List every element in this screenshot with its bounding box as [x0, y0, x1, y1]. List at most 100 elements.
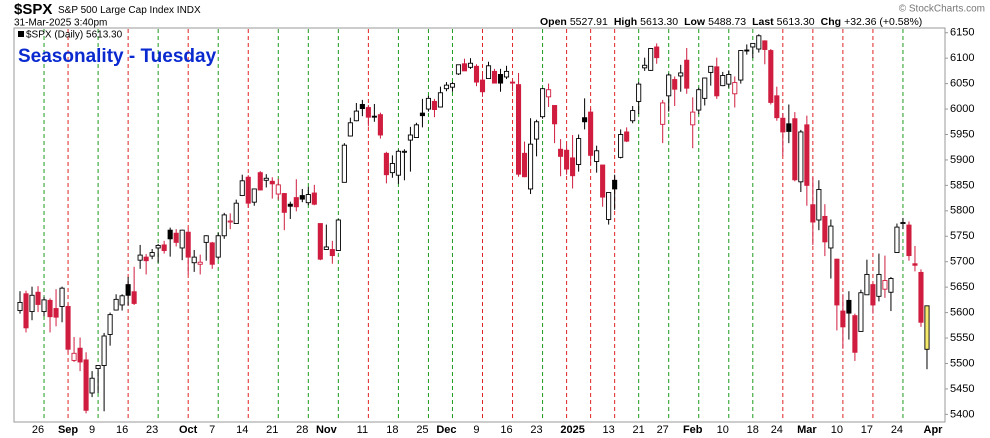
x-tick-label: Mar [797, 424, 817, 436]
candle-body [233, 202, 239, 224]
candle-body [299, 195, 305, 200]
x-tick-label: Sep [58, 424, 78, 436]
x-tick-label: 21 [633, 424, 645, 436]
x-tick-label: 2025 [560, 424, 584, 436]
x-tick-label: 24 [771, 424, 783, 436]
quote-value: 5613.30 [640, 16, 678, 28]
candle-body [870, 284, 876, 306]
candle-body [137, 254, 143, 261]
candle-body [509, 81, 516, 84]
candle-body [485, 65, 492, 79]
candle-body [630, 110, 636, 122]
legend: $SPX (Daily) 5613.30 [26, 30, 123, 41]
quote-label: High [614, 16, 637, 28]
quote: Open 5527.91 High 5613.30 Low 5488.73 Last 5613… [540, 16, 922, 28]
candle-body [215, 235, 221, 258]
candle-body [912, 263, 918, 266]
candle-body [437, 92, 444, 108]
candle-body [149, 252, 155, 257]
candle-body [425, 97, 431, 110]
candle-body [816, 189, 822, 221]
candle-body [389, 163, 395, 174]
candle-body [269, 180, 275, 185]
candle-body [383, 152, 389, 176]
x-tick-label: 23 [530, 424, 542, 436]
x-tick-label: 17 [861, 424, 873, 436]
candle-body [113, 298, 119, 311]
candle-body [906, 224, 912, 257]
candle-body [143, 256, 149, 262]
candle-body [47, 299, 53, 318]
candle-body [678, 72, 684, 77]
x-tick-label: 26 [32, 424, 44, 436]
candle-body [473, 65, 480, 83]
x-tick-label: Feb [683, 424, 703, 436]
candle-body [311, 192, 317, 205]
candle-body [600, 164, 606, 198]
x-tick-label: 10 [831, 424, 843, 436]
candle-body [636, 83, 642, 102]
candle-body [77, 347, 83, 363]
candle-body [720, 75, 726, 87]
index-name-text: S&P 500 Large Cap Index [58, 5, 174, 16]
y-tick-label: 5700 [950, 256, 974, 268]
candle-body [780, 117, 786, 133]
candle-body [612, 179, 618, 190]
candle-body [786, 123, 792, 132]
candle-body [209, 242, 215, 265]
candle-body [185, 231, 191, 258]
quote-value: 5488.73 [708, 16, 746, 28]
x-tick-label: 28 [296, 424, 308, 436]
candle-body [401, 150, 407, 153]
candle-body [558, 148, 564, 157]
candle-body [155, 244, 161, 249]
candle-body [257, 172, 263, 191]
candle-body [359, 104, 365, 109]
y-tick-label: 5800 [950, 205, 974, 217]
symbol: $SPX [14, 1, 52, 18]
candle-body [672, 79, 678, 90]
candle-body [606, 192, 612, 220]
candle-body [197, 261, 203, 265]
candle-body [491, 70, 498, 84]
candle-body [521, 152, 528, 178]
y-tick-label: 6050 [950, 78, 974, 90]
x-tick-label: 25 [416, 424, 428, 436]
candle-body [726, 73, 732, 85]
candle-body [534, 121, 540, 140]
candle-body [419, 112, 425, 117]
x-tick-label: 9 [89, 424, 95, 436]
x-tick-label: 23 [146, 424, 158, 436]
candle-body [341, 144, 347, 183]
candle-body [762, 40, 768, 50]
candle-body [702, 77, 708, 99]
candle-body [642, 64, 648, 69]
index-name: S&P 500 Large Cap Index INDX [58, 5, 201, 16]
candle-body [239, 180, 245, 197]
x-tick-label: 16 [116, 424, 128, 436]
x-tick-label: Dec [436, 424, 456, 436]
candle-body [570, 157, 576, 177]
candle-body [768, 50, 774, 103]
candle-body [582, 117, 588, 123]
candle-body [41, 299, 47, 313]
candle-body [317, 223, 323, 260]
candle-body [293, 197, 299, 208]
candle-body [576, 138, 582, 165]
quote-label: Open [540, 16, 567, 28]
candle-body [684, 59, 690, 89]
candle-body [882, 280, 888, 290]
candle-body [59, 287, 65, 307]
y-tick-label: 5950 [950, 128, 974, 140]
candle-body [329, 249, 335, 257]
x-tick-label: Apr [924, 424, 944, 436]
candle-body [648, 48, 654, 71]
y-tick-label: 6000 [950, 103, 974, 115]
candle-body [161, 244, 167, 251]
y-tick-label: 5400 [950, 408, 974, 420]
x-tick-label: Oct [179, 424, 198, 436]
x-tick-label: 7 [209, 424, 215, 436]
candle-body [335, 219, 341, 251]
